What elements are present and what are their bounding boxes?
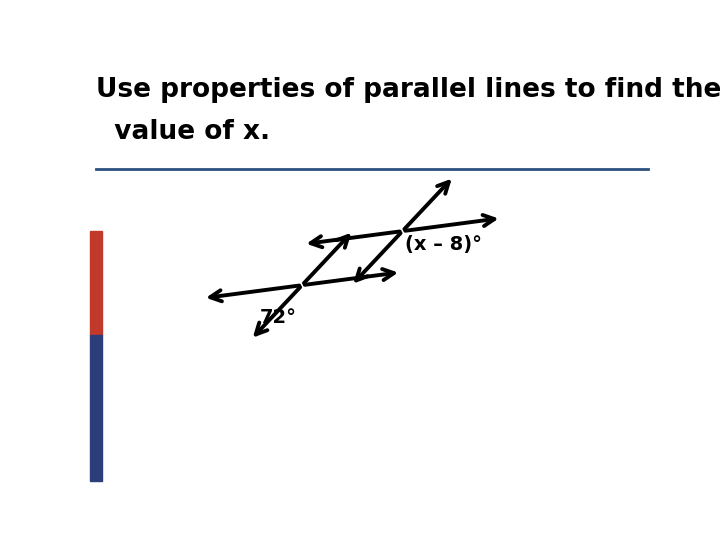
Text: 72°: 72° bbox=[260, 308, 297, 327]
Text: value of x.: value of x. bbox=[96, 119, 270, 145]
Bar bbox=[90, 231, 102, 335]
Text: Use properties of parallel lines to find the: Use properties of parallel lines to find… bbox=[96, 77, 720, 103]
Bar bbox=[90, 335, 102, 481]
Text: (x – 8)°: (x – 8)° bbox=[405, 235, 482, 254]
